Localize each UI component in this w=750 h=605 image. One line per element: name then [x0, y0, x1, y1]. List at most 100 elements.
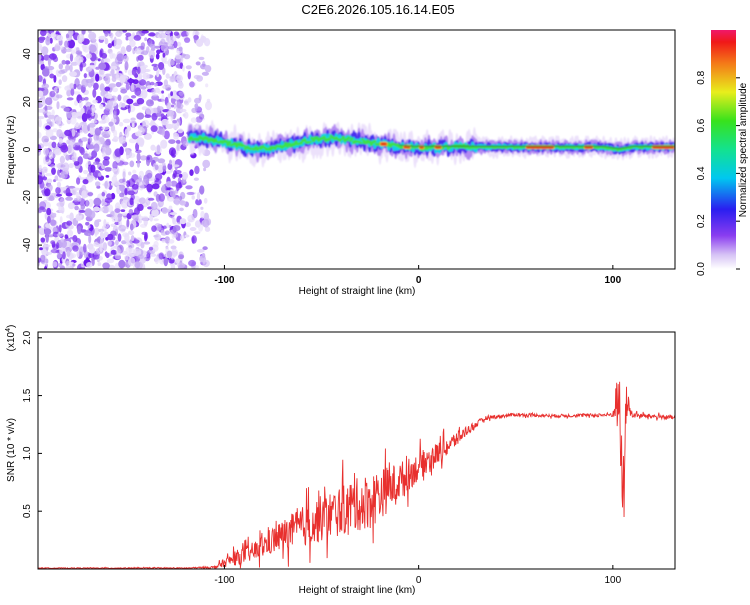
- noise-blob: [67, 144, 72, 154]
- noise-blob: [69, 64, 73, 73]
- noise-blob: [83, 170, 89, 175]
- noise-blob: [138, 79, 147, 86]
- noise-blob: [48, 151, 54, 160]
- noise-blob: [88, 175, 95, 181]
- noise-blob: [51, 167, 56, 175]
- noise-blob: [137, 203, 144, 211]
- noise-blob: [65, 33, 70, 39]
- noise-blob: [71, 128, 76, 137]
- noise-blob: [167, 109, 175, 117]
- noise-blob: [162, 225, 168, 229]
- noise-blob: [173, 232, 179, 238]
- noise-blob: [74, 123, 82, 130]
- noise-blob: [72, 187, 81, 191]
- track-band: [206, 139, 211, 143]
- noise-blob: [103, 219, 107, 227]
- noise-blob: [85, 199, 89, 207]
- noise-blob: [81, 30, 86, 35]
- noise-blob: [104, 167, 112, 172]
- y-tick-label: 40: [22, 48, 33, 60]
- noise-blob: [98, 172, 102, 177]
- noise-blob: [70, 116, 77, 125]
- noise-blob: [50, 240, 56, 245]
- noise-blob: [161, 238, 166, 243]
- snr-y-label: SNR (10 * v/v): [6, 418, 17, 482]
- noise-blob: [88, 31, 97, 41]
- noise-blob: [130, 120, 137, 124]
- noise-blob: [56, 232, 64, 237]
- noise-blob: [67, 39, 76, 49]
- noise-blob: [94, 228, 98, 237]
- noise-blob: [126, 98, 134, 105]
- noise-blob: [193, 231, 201, 235]
- noise-blob: [127, 230, 135, 235]
- noise-blob: [74, 142, 82, 146]
- spectrogram-y-ticks: -40 -20 0 20 40: [22, 48, 42, 252]
- noise-blob: [96, 219, 102, 223]
- noise-blob: [90, 164, 96, 173]
- noise-blob: [41, 83, 50, 89]
- noise-blob: [178, 91, 184, 97]
- noise-blob: [161, 90, 165, 94]
- noise-blob: [195, 38, 204, 47]
- noise-blob: [126, 45, 132, 52]
- noise-blob: [85, 53, 92, 59]
- noise-blob: [132, 214, 139, 221]
- noise-blob: [160, 43, 168, 52]
- noise-blob: [74, 205, 79, 211]
- noise-blob: [138, 170, 145, 179]
- noise-blob: [128, 178, 136, 188]
- noise-blob: [161, 94, 165, 103]
- noise-blob: [51, 141, 57, 148]
- noise-blob: [137, 219, 142, 224]
- y-tick-label: 0.5: [22, 504, 33, 518]
- noise-blob: [52, 261, 58, 268]
- noise-blob: [163, 257, 168, 267]
- noise-blob: [151, 183, 160, 190]
- noise-blob: [155, 112, 162, 117]
- noise-blob: [125, 82, 130, 91]
- noise-blob: [137, 66, 141, 75]
- noise-blob: [148, 246, 154, 251]
- noise-blob: [102, 159, 110, 166]
- noise-blob: [177, 128, 184, 134]
- noise-blob: [62, 251, 66, 260]
- noise-blob: [91, 104, 96, 114]
- noise-blob: [64, 40, 69, 48]
- noise-blob: [203, 167, 207, 172]
- noise-blob: [77, 132, 81, 137]
- noise-blob: [110, 37, 114, 42]
- noise-blob: [153, 218, 159, 222]
- spectrogram-x-ticks: -100 0 100: [214, 265, 622, 286]
- noise-blob: [44, 138, 49, 143]
- noise-blob: [58, 224, 62, 233]
- noise-blob: [131, 95, 137, 99]
- noise-blob: [45, 37, 51, 46]
- noise-blob: [158, 252, 165, 260]
- noise-blob: [204, 65, 212, 73]
- y-tick-label: 1.0: [22, 446, 33, 460]
- noise-blob: [155, 53, 160, 60]
- y-tick-label: 2.0: [22, 330, 33, 344]
- noise-blob: [140, 185, 145, 189]
- noise-blob: [203, 197, 208, 204]
- noise-blob: [200, 210, 205, 219]
- noise-blob: [93, 82, 99, 91]
- noise-blob: [163, 79, 168, 87]
- noise-blob: [45, 233, 49, 243]
- noise-blob: [64, 129, 72, 137]
- noise-blob: [173, 40, 178, 49]
- noise-blob: [112, 87, 118, 93]
- noise-blob: [113, 136, 119, 143]
- noise-blob: [176, 103, 184, 109]
- noise-blob: [127, 78, 135, 83]
- noise-blob: [188, 259, 197, 267]
- noise-blob: [45, 258, 49, 264]
- noise-blob: [115, 239, 119, 246]
- noise-blob: [160, 113, 165, 118]
- snr-exponent: (x104): [5, 325, 17, 352]
- noise-blob: [169, 76, 176, 79]
- spectrogram-signal-track: [187, 119, 675, 169]
- noise-blob: [176, 41, 182, 47]
- noise-blob: [50, 164, 55, 169]
